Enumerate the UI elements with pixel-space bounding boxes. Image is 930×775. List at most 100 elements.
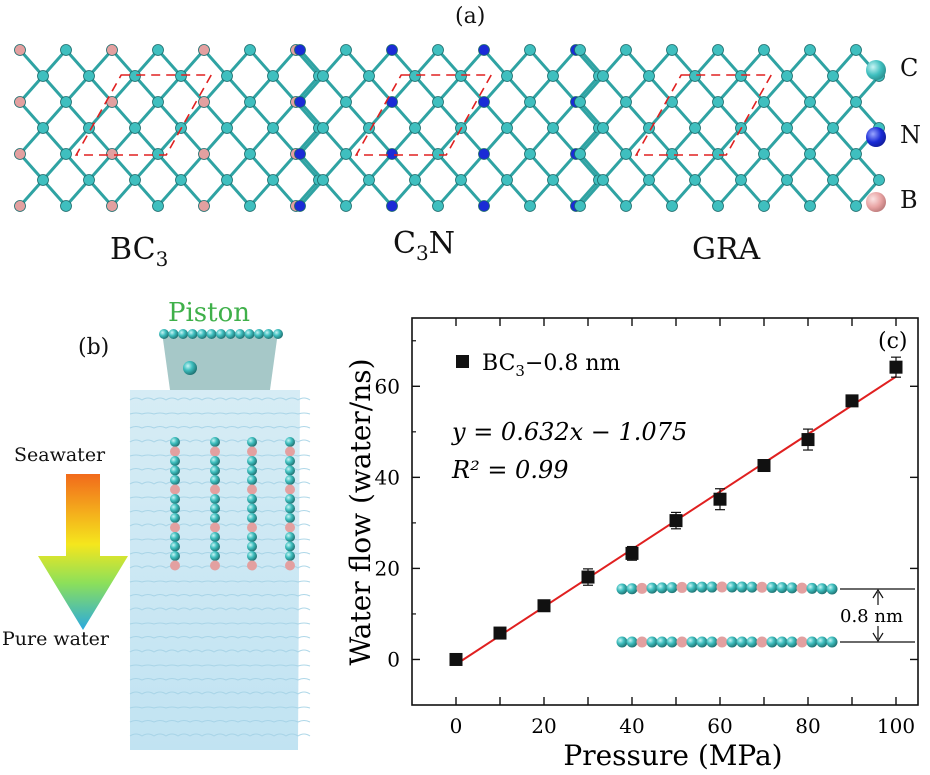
lattice-atom	[432, 200, 444, 212]
membrane-atom	[247, 494, 257, 504]
lattice-atom	[294, 148, 306, 160]
membrane-atom	[170, 446, 180, 457]
inset-atom	[726, 581, 738, 593]
inset-atom	[786, 636, 798, 648]
lattice-atom	[152, 44, 164, 56]
lattice-atom	[597, 122, 609, 134]
flow-arrow	[38, 474, 128, 630]
inset-atom	[756, 636, 768, 648]
lattice-atom	[643, 174, 655, 186]
inset-atom	[796, 582, 808, 594]
lattice-atom	[317, 174, 329, 186]
data-point	[713, 492, 727, 506]
lattice-atom	[547, 122, 559, 134]
lattice-atom	[712, 200, 724, 212]
membrane-atom	[285, 494, 295, 504]
membrane-atom	[210, 465, 220, 476]
lattice-atom	[850, 148, 862, 160]
unit-cell-outline	[354, 74, 493, 156]
lattice-atom	[221, 122, 233, 134]
membrane-atom	[210, 522, 220, 533]
plot-frame	[411, 317, 919, 706]
lattice-atom	[14, 200, 26, 212]
membrane-atom	[247, 560, 257, 571]
membrane-atom	[170, 532, 180, 542]
legend-atom-n-label: N	[900, 121, 921, 149]
lattice-atom	[244, 200, 256, 212]
data-point	[625, 546, 639, 560]
lattice-atom	[524, 44, 536, 56]
membrane-atom	[210, 560, 220, 571]
inset-atom	[806, 636, 818, 648]
lattice-atom	[14, 44, 26, 56]
bilayer-inset	[616, 581, 838, 648]
lattice-atom	[152, 96, 164, 108]
membrane-atom	[285, 465, 295, 476]
lattice-atom	[409, 70, 421, 82]
membrane-atom	[210, 503, 220, 514]
lattice-atom	[340, 44, 352, 56]
piston-atom	[197, 329, 207, 339]
lattice-atom	[340, 148, 352, 160]
lattice-atom	[60, 96, 72, 108]
lattice-atom	[129, 122, 141, 134]
inset-atom	[816, 583, 828, 595]
sheet-label-gra: GRA	[692, 232, 760, 267]
lattice-atom	[501, 174, 513, 186]
lattice-atom	[712, 96, 724, 108]
inset-atom	[746, 636, 758, 648]
lattice-atom	[620, 96, 632, 108]
sheet-gra-name: GRA	[692, 232, 761, 267]
membrane-atom	[170, 513, 180, 523]
lattice-atom	[432, 44, 444, 56]
sheet-c3n-sub: 3	[415, 241, 429, 265]
lattice-atom	[850, 44, 862, 56]
inset-atom	[786, 582, 798, 594]
pure-water-label: Pure water	[2, 628, 109, 650]
lattice-atom	[712, 44, 724, 56]
membrane-atom	[247, 465, 257, 476]
inset-atom	[656, 582, 668, 594]
lattice-atom	[106, 44, 118, 56]
inset-atom	[616, 583, 628, 595]
inset-atom	[826, 636, 838, 648]
lattice-atom	[666, 44, 678, 56]
lattice-atom	[666, 200, 678, 212]
membrane-atom	[170, 475, 180, 485]
lattice-atom	[804, 148, 816, 160]
lattice-atom	[620, 44, 632, 56]
lattice-atom	[850, 200, 862, 212]
membrane-atom	[247, 484, 257, 495]
piston-atom	[187, 329, 198, 339]
lattice-atom	[267, 174, 279, 186]
inset-atom	[676, 636, 688, 648]
y-tick-label: 20	[375, 556, 400, 580]
lattice-atom	[524, 148, 536, 160]
lattice-atom	[294, 96, 306, 108]
data-point	[493, 626, 507, 640]
x-tick-label: 0	[450, 714, 463, 738]
membrane-atom	[285, 503, 295, 514]
lattice-atom	[689, 70, 701, 82]
data-points	[449, 360, 903, 666]
inset-atom	[666, 582, 678, 594]
atom-n-icon	[866, 127, 886, 147]
piston-plate	[162, 332, 278, 390]
inset-atom	[746, 581, 758, 593]
data-point	[669, 514, 683, 528]
data-point	[845, 394, 859, 408]
inset-atom	[646, 582, 658, 594]
lattice-atom	[620, 200, 632, 212]
inset-atom	[766, 581, 778, 593]
membrane-atom	[210, 541, 220, 552]
atom-legend: C N B	[866, 50, 928, 220]
membrane-atom	[247, 532, 257, 542]
membrane-atom	[170, 503, 180, 514]
piston-label: Piston	[168, 298, 250, 328]
inset-atom	[626, 636, 638, 648]
data-point	[449, 652, 463, 666]
inset-atom	[656, 636, 668, 648]
piston-atom	[263, 329, 274, 339]
lattice-atom	[198, 44, 210, 56]
inset-atom	[756, 581, 768, 593]
